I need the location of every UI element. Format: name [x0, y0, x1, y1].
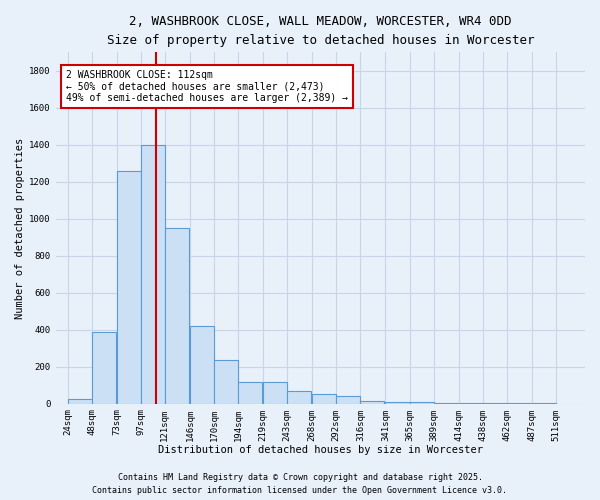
Bar	[92, 332, 116, 404]
Text: Contains HM Land Registry data © Crown copyright and database right 2025.
Contai: Contains HM Land Registry data © Crown c…	[92, 474, 508, 495]
Bar	[483, 403, 507, 404]
Bar	[385, 402, 410, 404]
Bar	[434, 403, 458, 404]
Bar	[410, 402, 434, 404]
Bar	[214, 360, 238, 404]
Bar	[458, 403, 483, 404]
Text: 2 WASHBROOK CLOSE: 112sqm
← 50% of detached houses are smaller (2,473)
49% of se: 2 WASHBROOK CLOSE: 112sqm ← 50% of detac…	[66, 70, 348, 103]
Bar	[337, 396, 361, 404]
Title: 2, WASHBROOK CLOSE, WALL MEADOW, WORCESTER, WR4 0DD
Size of property relative to: 2, WASHBROOK CLOSE, WALL MEADOW, WORCEST…	[107, 15, 534, 47]
Bar	[507, 403, 531, 404]
Bar	[287, 391, 311, 404]
Bar	[312, 394, 337, 404]
Bar	[263, 382, 287, 404]
Bar	[141, 145, 165, 404]
Bar	[68, 399, 92, 404]
Bar	[165, 228, 189, 404]
Bar	[116, 170, 141, 404]
Bar	[532, 403, 556, 404]
Bar	[361, 401, 385, 404]
Bar	[190, 326, 214, 404]
Y-axis label: Number of detached properties: Number of detached properties	[15, 138, 25, 318]
X-axis label: Distribution of detached houses by size in Worcester: Distribution of detached houses by size …	[158, 445, 483, 455]
Bar	[238, 382, 262, 404]
